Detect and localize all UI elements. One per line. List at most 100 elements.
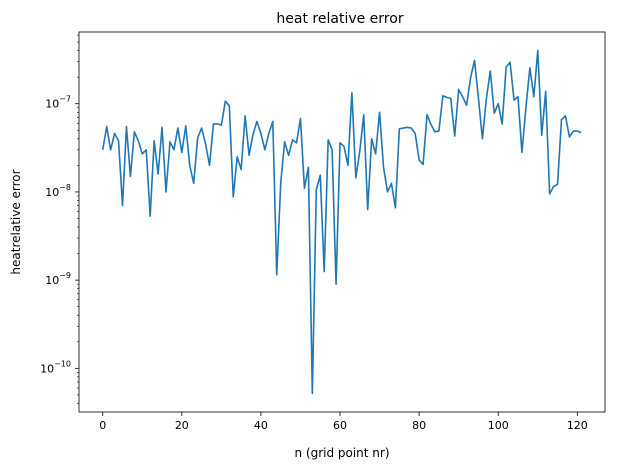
data-point [355,177,357,179]
data-point [387,191,389,193]
data-point [141,153,143,155]
x-tick-label: 120 [567,419,588,432]
data-point [573,130,575,132]
data-point [145,149,147,151]
data-point [225,100,227,102]
data-point [509,61,511,63]
data-point [462,96,464,98]
x-tick-label: 0 [99,419,106,432]
data-point [280,183,282,185]
data-point [410,127,412,129]
data-point [414,133,416,135]
data-point [399,128,401,130]
x-tick-label: 40 [254,419,268,432]
data-point [304,187,306,189]
data-point [426,114,428,116]
data-point [177,127,179,129]
data-point [490,70,492,72]
data-point [442,95,444,97]
data-point [363,114,365,116]
data-point [418,159,420,161]
data-point [406,127,408,129]
data-point [252,134,254,136]
data-point [569,136,571,138]
data-point [521,152,523,154]
data-point [153,140,155,142]
data-point [312,393,314,395]
data-point [236,156,238,158]
data-point [446,97,448,99]
data-point [351,92,353,94]
data-point [118,140,120,142]
data-point [466,104,468,106]
data-point [450,98,452,100]
y-axis-minor-ticks [77,34,79,404]
data-point [375,153,377,155]
data-point [422,164,424,166]
chart-title: heat relative error [276,11,403,27]
data-point [391,183,393,185]
x-tick-label: 20 [175,419,189,432]
series-line [101,49,582,395]
data-point [122,205,124,207]
data-point [308,167,310,169]
data-point [327,139,329,141]
data-point [339,142,341,144]
data-point [106,126,108,128]
data-point [319,174,321,176]
data-point [505,66,507,68]
data-point [126,126,128,128]
data-point [185,125,187,127]
data-point [525,107,527,109]
data-point [557,184,559,186]
data-point [497,103,499,105]
data-point [347,165,349,167]
data-point [292,139,294,141]
data-point [577,130,579,132]
data-point [197,137,199,139]
data-point [537,50,539,52]
data-point [161,127,163,129]
data-point [149,215,151,217]
data-point [541,134,543,136]
data-point [217,123,219,125]
data-point [529,67,531,69]
data-point [315,189,317,191]
y-tick-label: 10−9 [45,271,71,287]
data-point [244,115,246,117]
y-axis-label: heatrelative error [9,169,23,274]
plot-frame [78,31,606,413]
data-point [228,105,230,107]
x-axis-label: n (grid point nr) [294,446,389,460]
x-axis-ticks: 0 20 40 60 80 100 120 [99,412,588,432]
data-point [470,77,472,79]
data-points [102,50,582,394]
data-point [553,186,555,188]
data-point [430,124,432,126]
data-point [288,155,290,157]
data-point [371,138,373,140]
data-point [268,133,270,135]
data-point [209,165,211,167]
data-point [165,191,167,193]
data-point [134,131,136,133]
data-point [102,149,104,151]
data-point [434,131,436,133]
data-point [474,60,476,62]
data-point [561,119,563,121]
data-point [232,196,234,198]
data-point [272,121,274,123]
data-point [221,124,223,126]
data-point [343,145,345,147]
data-point [169,141,171,143]
data-point [458,89,460,91]
data-point [201,127,203,129]
data-point [138,140,140,142]
data-point [276,274,278,276]
data-point [264,149,266,151]
data-point [403,127,405,129]
data-point [517,96,519,98]
data-point [260,133,262,135]
x-tick-label: 80 [412,419,426,432]
